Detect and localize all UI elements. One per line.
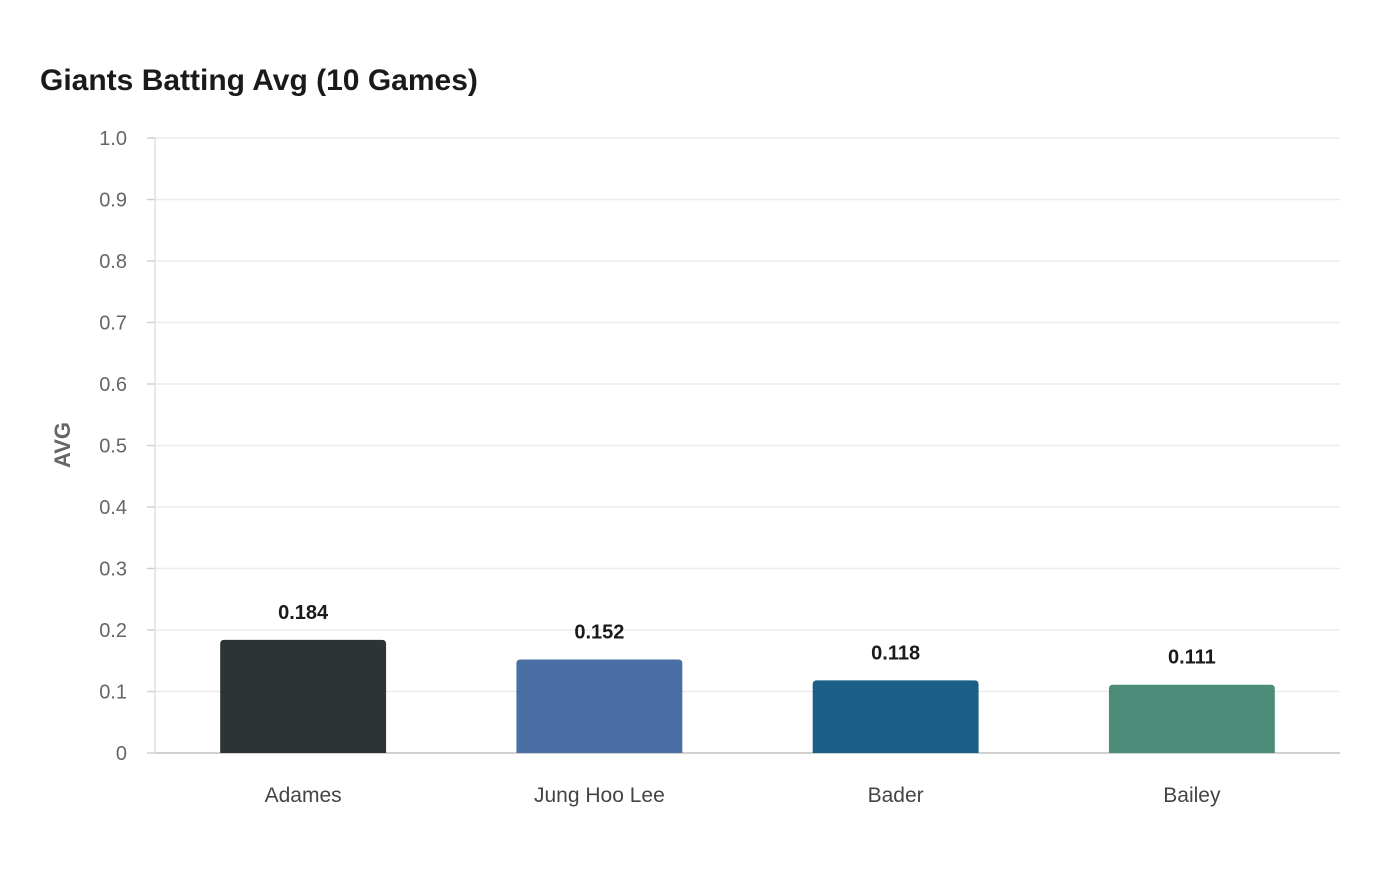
bar-jung-hoo-lee[interactable] xyxy=(516,659,683,753)
y-tick-label: 0.7 xyxy=(99,313,127,335)
y-tick-label: 0.1 xyxy=(99,682,127,704)
y-tick-label: 0.2 xyxy=(99,620,127,642)
y-tick-label: 0.3 xyxy=(99,559,127,581)
bar-bader[interactable] xyxy=(812,680,979,753)
y-tick-label: 1.0 xyxy=(99,128,127,150)
y-tick-label: 0.6 xyxy=(99,374,127,396)
data-label: 0.118 xyxy=(871,642,920,664)
data-label: 0.184 xyxy=(278,602,329,624)
data-label: 0.111 xyxy=(1168,647,1216,669)
x-tick-label: Adames xyxy=(265,784,342,807)
chart-title: Giants Batting Avg (10 Games) xyxy=(40,64,478,97)
y-tick-label: 0.4 xyxy=(99,497,127,519)
y-tick-label: 0 xyxy=(116,743,127,765)
bar-adames[interactable] xyxy=(220,639,387,753)
y-tick-label: 0.8 xyxy=(99,251,127,273)
x-tick-label: Bader xyxy=(868,784,924,807)
y-axis-label: AVG xyxy=(50,422,75,468)
data-label: 0.152 xyxy=(574,622,624,644)
x-tick-label: Bailey xyxy=(1163,784,1221,807)
y-tick-label: 0.9 xyxy=(99,190,127,212)
x-tick-label: Jung Hoo Lee xyxy=(534,784,665,807)
y-tick-label: 0.5 xyxy=(99,436,127,458)
bar-bailey[interactable] xyxy=(1108,684,1275,753)
